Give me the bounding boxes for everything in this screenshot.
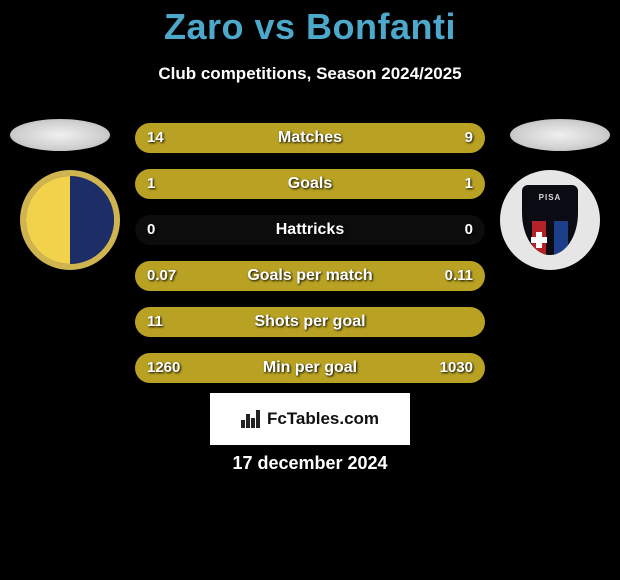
right-ellipse-decoration (510, 119, 610, 151)
subtitle: Club competitions, Season 2024/2025 (0, 64, 620, 84)
stat-bar-left (135, 123, 349, 153)
stat-label: Hattricks (135, 221, 485, 239)
brand-box[interactable]: FcTables.com (210, 393, 410, 445)
brand-text: FcTables.com (267, 409, 379, 429)
stat-row: Shots per goal11 (135, 307, 485, 337)
stat-row: Min per goal12601030 (135, 353, 485, 383)
stat-row: Hattricks0 0 (135, 215, 485, 245)
stat-bar-right (328, 353, 486, 383)
stat-value-left: 0 (135, 215, 167, 245)
stat-bar-right (272, 261, 486, 291)
chart-icon (241, 410, 261, 428)
left-team-badge (20, 170, 120, 270)
stat-bar-left (135, 307, 485, 337)
stats-container: Matches149 Goals11 Hattricks0 0 Goals per ma… (135, 123, 485, 399)
stat-value-right: 0 (453, 215, 485, 245)
date-stamp: 17 december 2024 (0, 453, 620, 474)
stat-bar-right (310, 169, 485, 199)
stat-row: Goals per match0.070.11 (135, 261, 485, 291)
stat-bar-left (135, 353, 328, 383)
page-title: Zaro vs Bonfanti (0, 0, 620, 48)
right-team-badge: PISA (500, 170, 600, 270)
stat-row: Matches149 (135, 123, 485, 153)
stat-bar-left (135, 261, 272, 291)
right-badge-label: PISA (522, 193, 578, 202)
stat-bar-right (349, 123, 486, 153)
stat-row: Goals11 (135, 169, 485, 199)
stat-bar-left (135, 169, 310, 199)
left-ellipse-decoration (10, 119, 110, 151)
